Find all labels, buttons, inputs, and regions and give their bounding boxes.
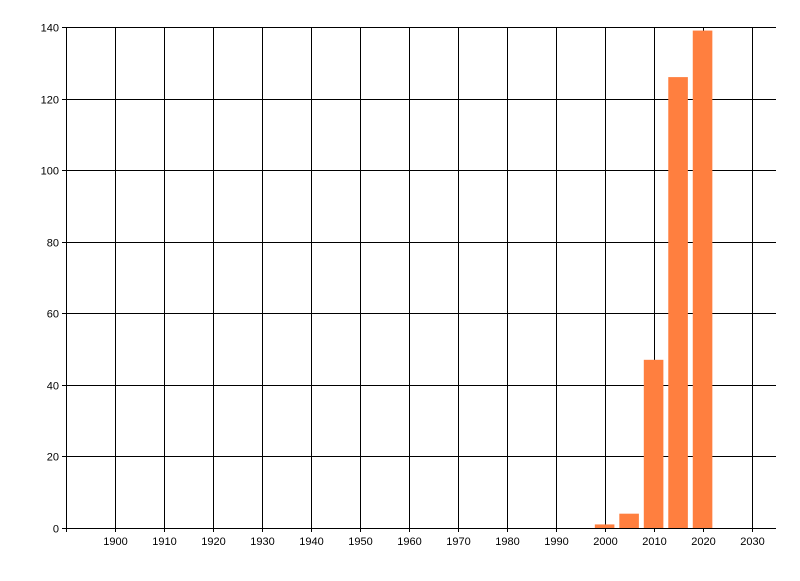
x-tick-label: 1980 xyxy=(495,536,519,548)
bar-2010 xyxy=(643,359,664,528)
y-tick-label: 80 xyxy=(47,238,59,250)
y-tick-label: 100 xyxy=(41,166,59,178)
x-tick-label: 2000 xyxy=(593,536,617,548)
x-tick-label: 1970 xyxy=(446,536,470,548)
bar-2015 xyxy=(668,77,688,528)
bar-2020 xyxy=(692,30,713,528)
x-tick-label: 1990 xyxy=(544,536,568,548)
bar-2000 xyxy=(594,524,615,528)
x-tick-label: 1960 xyxy=(397,536,421,548)
y-tick-label: 40 xyxy=(47,381,59,393)
y-tick-label: 120 xyxy=(41,95,59,107)
y-tick-label: 60 xyxy=(47,309,59,321)
y-tick-label: 20 xyxy=(47,452,59,464)
bar-2005 xyxy=(619,513,639,528)
x-tick-label: 2010 xyxy=(642,536,666,548)
x-tick-label: 1930 xyxy=(250,536,274,548)
x-tick-label: 1950 xyxy=(348,536,372,548)
x-tick-label: 2030 xyxy=(740,536,764,548)
y-tick-label: 0 xyxy=(53,524,59,536)
x-tick-label: 1910 xyxy=(152,536,176,548)
x-tick-label: 1920 xyxy=(201,536,225,548)
y-tick-label: 140 xyxy=(41,23,59,35)
x-tick-label: 1940 xyxy=(299,536,323,548)
x-tick-label: 1900 xyxy=(103,536,127,548)
x-tick-label: 2020 xyxy=(691,536,715,548)
